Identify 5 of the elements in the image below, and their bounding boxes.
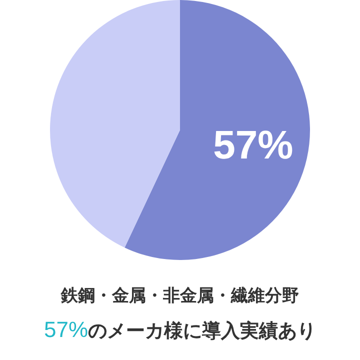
data-label: 57% <box>213 123 294 168</box>
pie-slice <box>50 0 180 248</box>
pie-slice <box>124 0 310 260</box>
text: 57%のメーカ様に導入実績あり <box>42 317 318 344</box>
text: 鉄鋼・金属・非金属・繊維分野 <box>60 285 300 307</box>
